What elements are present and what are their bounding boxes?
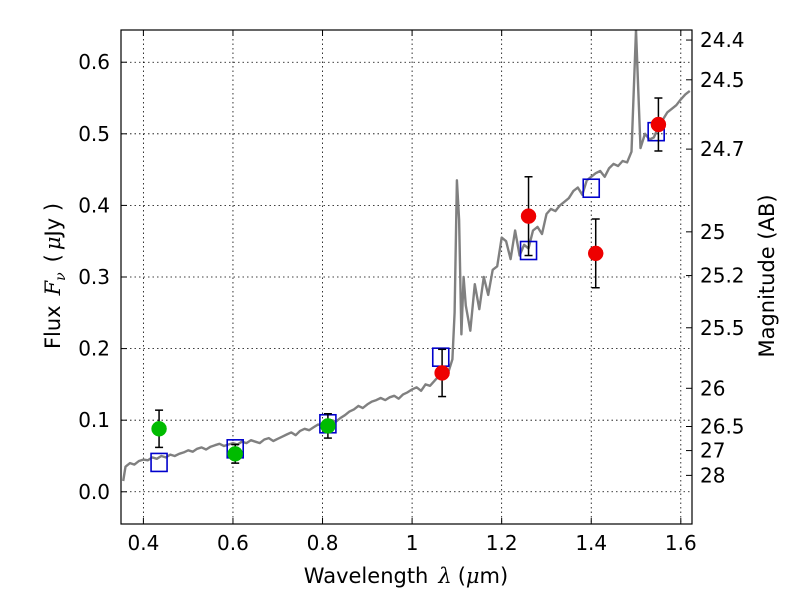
observed_green-point: [320, 418, 336, 434]
x-tick-label: 1: [406, 531, 419, 555]
magnitude-tick-label: 25.2: [700, 264, 745, 288]
y-axis-title-subscript: ν: [53, 272, 69, 281]
y-axis-title: Flux Fν ( μJy ): [41, 203, 69, 349]
observed_red-point: [650, 116, 667, 133]
y-axis-title-unit-rest: Jy ): [41, 203, 65, 239]
y-axis-title-symbol: F: [41, 279, 65, 296]
x-axis-title-unit-rest: m): [480, 564, 509, 588]
model-photometry-square: [431, 347, 450, 367]
plot-area: [122, 30, 691, 482]
magnitude-tick-label: 26.5: [700, 414, 745, 438]
observed_green-point: [151, 421, 167, 437]
y-axis-title-unit-mu: μ: [41, 236, 65, 250]
x-axis-title-unit-mu: μ: [466, 564, 480, 588]
x-axis-title: Wavelength λ (μm): [304, 564, 508, 588]
x-tick-label: 0.4: [127, 531, 159, 555]
grid-lines: [121, 30, 692, 524]
magnitude-tick-label: 25.5: [700, 316, 745, 340]
x-axis-title-prefix: Wavelength: [304, 564, 429, 588]
model-photometry-square: [582, 178, 601, 199]
y2-axis-title: Magnitude (AB): [755, 194, 779, 357]
observed_green-point: [227, 446, 243, 462]
x-tick-label: 1.2: [486, 531, 518, 555]
x-tick-label: 0.8: [307, 531, 339, 555]
magnitude-tick-label: 24.7: [700, 137, 745, 161]
x-tick-label: 1.4: [575, 531, 607, 555]
y-tick-label: 0.2: [78, 337, 110, 361]
observed_red-point: [587, 245, 604, 262]
magnitude-tick-label: 26: [700, 376, 725, 400]
magnitude-tick-label: 24.4: [700, 28, 745, 52]
y-tick-label: 0.3: [78, 265, 110, 289]
y-axis-title-prefix: Flux: [41, 305, 65, 349]
magnitude-tick-label: 24.5: [700, 68, 745, 92]
x-tick-label: 1.6: [665, 531, 697, 555]
spectrum-line: [122, 30, 691, 482]
observed_red-point: [434, 365, 450, 381]
y-tick-label: 0.1: [78, 408, 110, 432]
y-tick-label: 0.5: [78, 122, 110, 146]
model-photometry-square: [150, 452, 168, 473]
magnitude-tick-label: 27: [700, 439, 725, 463]
magnitude-tick-label: 25: [700, 220, 725, 244]
y-tick-label: 0.0: [78, 480, 110, 504]
x-tick-label: 0.6: [217, 531, 249, 555]
y-tick-label: 0.6: [78, 50, 110, 74]
y-axis-title-unit-open: (: [41, 254, 65, 262]
observed_red-point: [520, 208, 537, 224]
magnitude-tick-label: 28: [700, 463, 725, 487]
x-axis-title-symbol: λ: [437, 564, 451, 588]
axis-ticks: 0.4 0.6 0.8 1 1.2 1.4 1.6 0.0 0.1 0.2 0.3 0.4 0.5 0.6…: [78, 28, 744, 555]
x-axis-title-unit-open: (: [458, 564, 466, 588]
y-tick-label: 0.4: [78, 193, 110, 217]
